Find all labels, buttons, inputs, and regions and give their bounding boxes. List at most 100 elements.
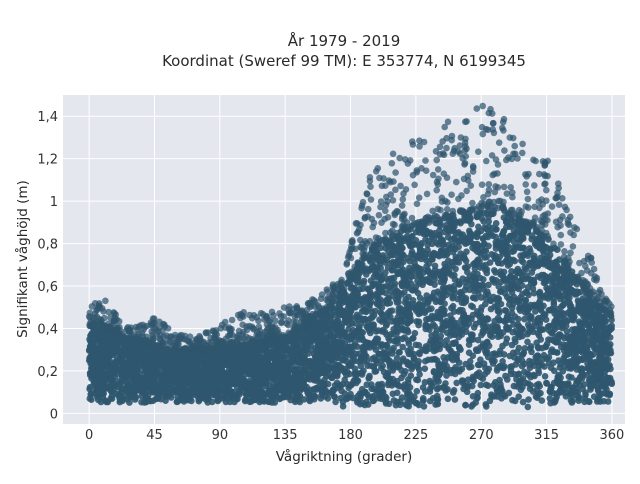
scatter-point	[461, 255, 468, 262]
scatter-point	[400, 283, 407, 290]
scatter-point	[490, 382, 497, 389]
scatter-point	[601, 390, 608, 397]
scatter-point	[475, 337, 482, 344]
scatter-point	[319, 380, 326, 387]
scatter-point	[422, 323, 429, 330]
scatter-point	[493, 239, 500, 246]
scatter-point	[555, 339, 562, 346]
scatter-point	[135, 365, 142, 372]
scatter-point	[389, 367, 396, 374]
scatter-point	[334, 338, 341, 345]
scatter-point	[497, 388, 504, 395]
scatter-point	[420, 302, 427, 309]
scatter-point	[547, 389, 554, 396]
scatter-point	[221, 353, 228, 360]
scatter-point	[372, 291, 379, 298]
scatter-point	[377, 389, 384, 396]
scatter-point	[391, 397, 398, 404]
scatter-point	[339, 357, 346, 364]
scatter-point	[401, 371, 408, 378]
scatter-point	[404, 303, 411, 310]
scatter-point	[422, 358, 429, 365]
scatter-point	[315, 368, 322, 375]
scatter-point	[538, 272, 545, 279]
scatter-point	[569, 316, 576, 323]
scatter-point	[427, 378, 434, 385]
scatter-point	[352, 288, 359, 295]
scatter-point	[482, 325, 489, 332]
scatter-point	[597, 337, 604, 344]
scatter-point	[399, 336, 406, 343]
scatter-point	[488, 393, 495, 400]
scatter-point	[602, 319, 609, 326]
scatter-point	[422, 254, 429, 261]
scatter-point	[578, 301, 585, 308]
scatter-point	[345, 326, 352, 333]
scatter-point	[394, 323, 401, 330]
scatter-point	[415, 358, 422, 365]
scatter-point	[473, 348, 480, 355]
scatter-point	[542, 373, 549, 380]
scatter-point	[582, 312, 589, 319]
scatter-point	[509, 248, 516, 255]
scatter-point	[435, 309, 442, 316]
scatter-point	[439, 384, 446, 391]
scatter-point	[547, 307, 554, 314]
scatter-point	[551, 301, 558, 308]
scatter-point	[539, 397, 546, 404]
scatter-point	[516, 323, 523, 330]
scatter-point	[324, 350, 331, 357]
scatter-point	[502, 319, 509, 326]
scatter-point	[563, 323, 570, 330]
scatter-point	[428, 305, 435, 312]
scatter-point	[538, 307, 545, 314]
scatter-point	[320, 359, 327, 366]
scatter-point	[359, 371, 366, 378]
scatter-point	[214, 397, 221, 404]
scatter-point	[408, 366, 415, 373]
scatter-point	[423, 316, 430, 323]
scatter-point	[407, 392, 414, 399]
scatter-point	[592, 326, 599, 333]
scatter-point	[474, 248, 481, 255]
scatter-point	[490, 225, 497, 232]
scatter-point	[308, 338, 315, 345]
scatter-point	[514, 235, 521, 242]
scatter-point	[410, 351, 417, 358]
scatter-point	[489, 351, 496, 358]
scatter-point	[394, 390, 401, 397]
scatter-point	[412, 267, 419, 274]
scatter-point	[443, 367, 450, 374]
scatter-point	[572, 331, 579, 338]
scatter-point	[363, 271, 370, 278]
scatter-point	[516, 269, 523, 276]
scatter-point	[311, 386, 318, 393]
scatter-point	[286, 360, 293, 367]
scatter-point	[496, 317, 503, 324]
scatter-point	[429, 234, 436, 241]
scatter-point	[423, 348, 430, 355]
scatter-point	[535, 381, 542, 388]
scatter-point	[177, 372, 184, 379]
scatter-point	[475, 390, 482, 397]
scatter-point	[462, 264, 469, 271]
scatter-point	[122, 375, 129, 382]
scatter-point	[476, 369, 483, 376]
scatter-point	[452, 396, 459, 403]
scatter-point	[441, 300, 448, 307]
scatter-point	[484, 270, 491, 277]
scatter-point	[445, 234, 452, 241]
scatter-point	[568, 374, 575, 381]
scatter-point	[116, 366, 123, 373]
scatter-point	[453, 353, 460, 360]
scatter-point	[129, 358, 136, 365]
scatter-point	[448, 317, 455, 324]
scatter-point	[392, 280, 399, 287]
scatter-point	[528, 343, 535, 350]
scatter-point	[562, 344, 569, 351]
scatter-point	[125, 343, 132, 350]
scatter-point	[395, 299, 402, 306]
scatter-point	[488, 211, 495, 218]
scatter-point	[330, 388, 337, 395]
scatter-point	[477, 275, 484, 282]
